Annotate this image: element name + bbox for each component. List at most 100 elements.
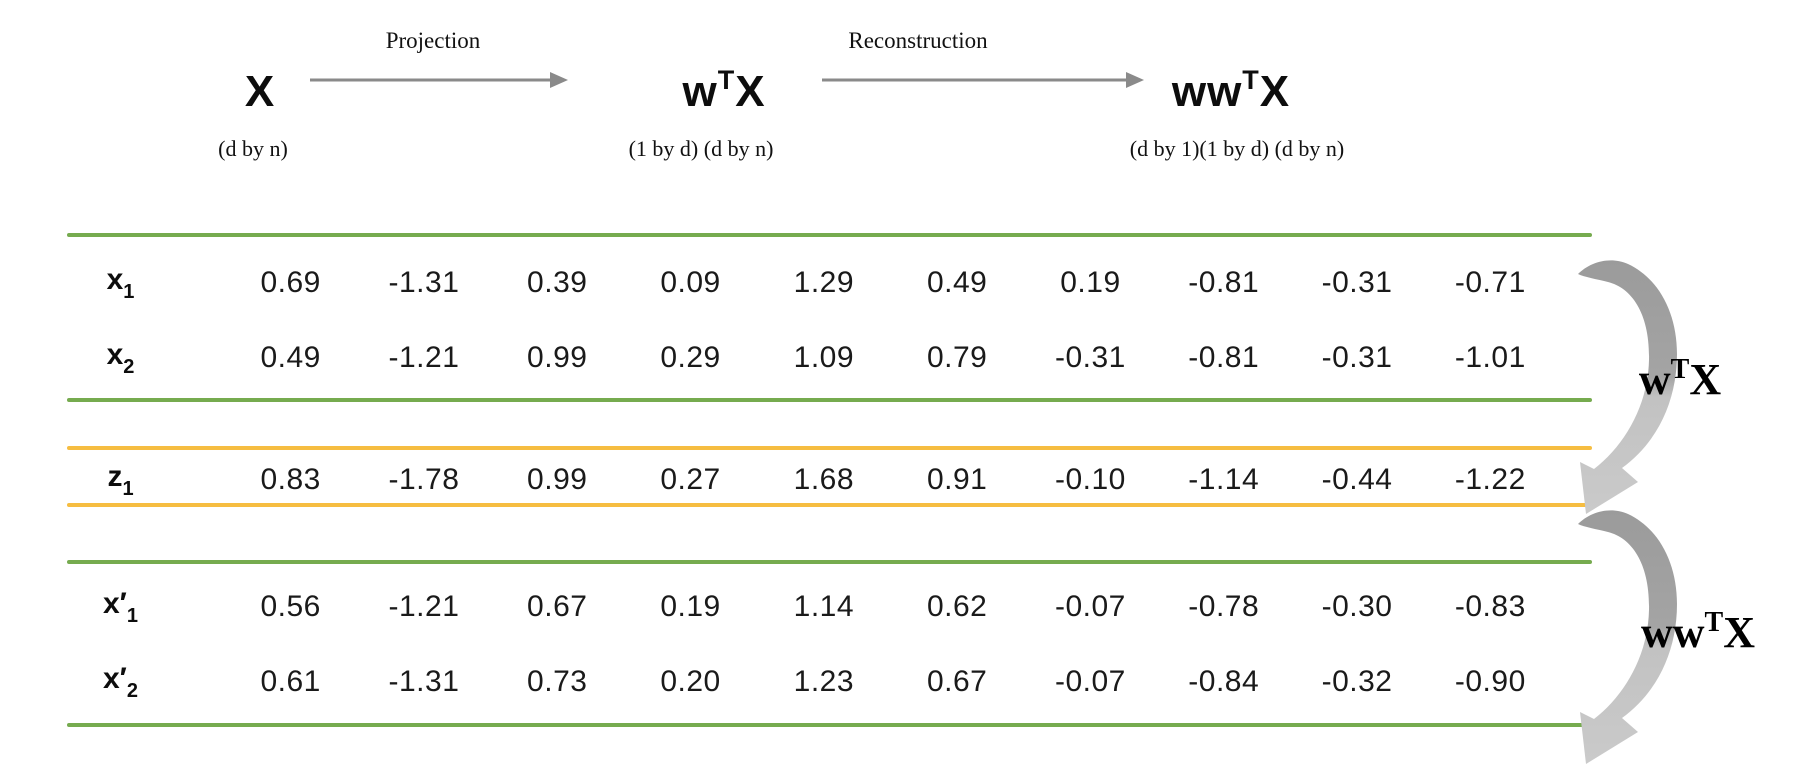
arrow-head-icon <box>550 72 568 88</box>
matrix-cell: 0.79 <box>926 341 988 374</box>
matrix-cell: 0.62 <box>926 590 988 623</box>
side-label-base2: X <box>1689 355 1722 404</box>
matrix-cell: 0.39 <box>527 266 588 299</box>
matrix-cell: -0.84 <box>1188 665 1260 698</box>
matrix-cell: 1.68 <box>793 463 855 496</box>
symbol-base: ww <box>1171 67 1243 116</box>
symbol-base2: X <box>735 67 766 116</box>
matrix-cell: 0.99 <box>527 463 588 496</box>
matrix-cell: 1.29 <box>793 266 855 299</box>
curved-arrow-projection <box>1578 260 1677 514</box>
symbol-superscript: T <box>717 65 736 95</box>
dims-X: (d by n) <box>218 136 288 161</box>
projection-arrow <box>310 72 568 88</box>
matrix-cell: 0.91 <box>926 463 988 496</box>
matrix-cell: 0.49 <box>260 341 321 374</box>
matrix-cell: -0.81 <box>1188 341 1260 374</box>
matrix-cell: 0.27 <box>660 463 721 496</box>
matrix-cell: -0.07 <box>1054 665 1126 698</box>
dims-wTX: (1 by d) (d by n) <box>628 136 774 161</box>
matrix-cell: -0.31 <box>1321 341 1393 374</box>
row-label: z1 <box>67 460 224 501</box>
row-label: x′1 <box>67 587 224 628</box>
matrix-cell: 0.69 <box>260 266 321 299</box>
matrix-cell: -1.21 <box>388 341 460 374</box>
matrix-row-x2: x2 0.49 -1.21 0.99 0.29 1.09 0.79 -0.31 -0.81 -0.… <box>67 333 1557 383</box>
arrow-head-icon <box>1126 72 1144 88</box>
row-label: x1 <box>67 263 224 304</box>
row-label-subscript: 1 <box>122 477 134 500</box>
matrix-cell: 0.67 <box>527 590 588 623</box>
matrix-cell: -0.44 <box>1321 463 1393 496</box>
rule-green-bottom-reconstructed <box>67 723 1592 727</box>
rule-green-top-reconstructed <box>67 560 1592 564</box>
reconstruction-arrow-label: Reconstruction <box>848 28 988 53</box>
side-label-superscript: T <box>1704 607 1724 638</box>
stage-symbol-wTX: wTX <box>634 52 814 120</box>
side-label-base: ww <box>1640 608 1705 657</box>
matrix-row-z1: z1 0.83 -1.78 0.99 0.27 1.68 0.91 -0.10 -1.14 -0.… <box>67 455 1557 505</box>
row-label: x′2 <box>67 662 224 703</box>
matrix-cell: -0.07 <box>1054 590 1126 623</box>
matrix-cell: -1.21 <box>388 590 460 623</box>
rule-orange-bottom-projected <box>67 503 1592 507</box>
matrix-cell: 0.67 <box>926 665 988 698</box>
matrix-cell: 0.83 <box>260 463 321 496</box>
row-label-base: z <box>107 459 123 493</box>
symbol-base: w <box>682 67 718 116</box>
side-label-base2: X <box>1723 608 1756 657</box>
matrix-cell: 0.49 <box>926 266 988 299</box>
row-label-subscript: 2 <box>126 679 138 702</box>
matrix-cell: -0.31 <box>1321 266 1393 299</box>
matrix-cell: -0.31 <box>1054 341 1126 374</box>
rule-green-top-original <box>67 233 1592 237</box>
symbol-superscript: T <box>1242 65 1260 95</box>
row-label-subscript: 1 <box>126 604 138 627</box>
matrix-cell: -0.90 <box>1454 665 1526 698</box>
symbol-base2: X <box>1259 67 1291 116</box>
matrix-cell: 0.19 <box>1060 266 1121 299</box>
row-label-subscript: 2 <box>123 355 135 378</box>
matrix-cell: 0.29 <box>660 341 721 374</box>
side-label-wwTX: wwTX <box>1608 597 1788 659</box>
matrix-cell: -0.71 <box>1454 266 1526 299</box>
row-label-base: x′ <box>102 586 127 620</box>
side-label-superscript: T <box>1670 354 1690 385</box>
matrix-cell: -0.32 <box>1321 665 1393 698</box>
matrix-cell: -1.22 <box>1454 463 1526 496</box>
matrix-cell: 1.14 <box>793 590 855 623</box>
matrix-cell: 0.73 <box>527 665 588 698</box>
matrix-cell: 0.09 <box>660 266 721 299</box>
matrix-cell: -1.31 <box>388 665 460 698</box>
matrix-cell: -0.10 <box>1054 463 1126 496</box>
matrix-row-xprime1: x′1 0.56 -1.21 0.67 0.19 1.14 0.62 -0.07 -0.78 -0… <box>67 582 1557 632</box>
matrix-cell: -0.83 <box>1454 590 1526 623</box>
row-label-base: x <box>106 337 124 371</box>
reconstruction-arrow <box>822 72 1144 88</box>
matrix-cell: 0.56 <box>260 590 321 623</box>
matrix-cell: -0.81 <box>1188 266 1260 299</box>
projection-arrow-label: Projection <box>385 28 481 53</box>
matrix-row-x1: x1 0.69 -1.31 0.39 0.09 1.29 0.49 0.19 -0.81 -0.3… <box>67 258 1557 308</box>
stage-symbol-wwTX: wwTX <box>1131 52 1331 120</box>
matrix-cell: -1.01 <box>1454 341 1526 374</box>
side-label-wTX: wTX <box>1600 344 1760 406</box>
row-label-base: x′ <box>102 661 127 695</box>
matrix-cell: -1.78 <box>388 463 460 496</box>
matrix-cell: -0.30 <box>1321 590 1393 623</box>
matrix-cell: 0.99 <box>527 341 588 374</box>
matrix-row-xprime2: x′2 0.61 -1.31 0.73 0.20 1.23 0.67 -0.07 -0.84 -0… <box>67 657 1557 707</box>
matrix-cell: 1.23 <box>793 665 855 698</box>
matrix-cell: 1.09 <box>793 341 855 374</box>
matrix-cell: -1.31 <box>388 266 460 299</box>
rule-green-bottom-original <box>67 398 1592 402</box>
stage-symbol-X: X <box>170 52 350 120</box>
row-label: x2 <box>67 338 224 379</box>
side-label-base: w <box>1638 355 1671 404</box>
curved-arrow-reconstruction <box>1578 510 1677 764</box>
matrix-cell: 0.61 <box>260 665 321 698</box>
row-label-base: x <box>106 262 124 296</box>
matrix-cell: 0.19 <box>660 590 721 623</box>
dims-wwTX: (d by 1)(1 by d) (d by n) <box>1129 136 1345 161</box>
